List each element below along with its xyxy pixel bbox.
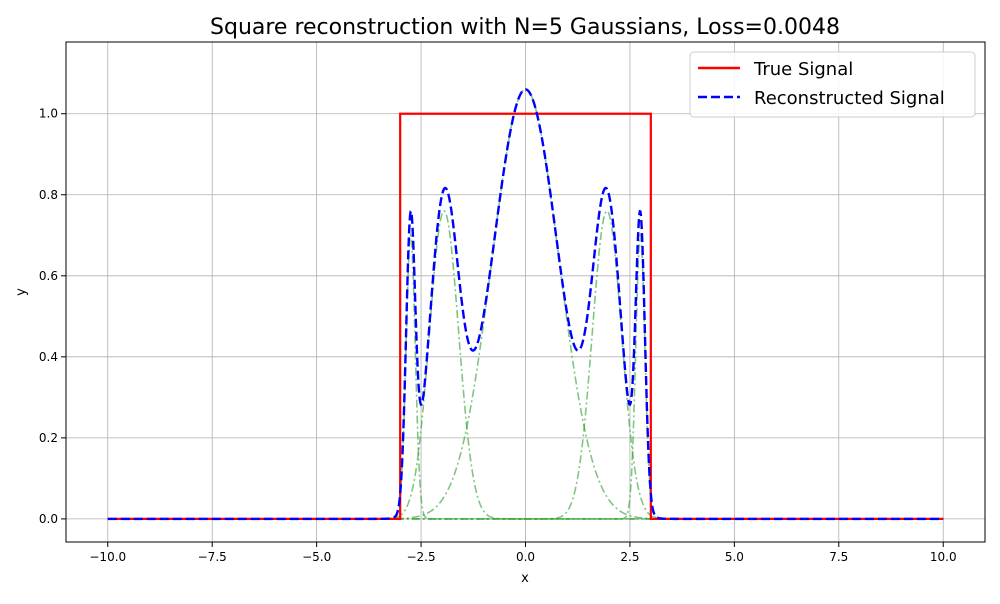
x-tick-label: −10.0 [89, 550, 126, 564]
x-tick-label: 0.0 [516, 550, 535, 564]
legend-label-reconstructed-signal: Reconstructed Signal [754, 88, 945, 109]
ticks: −10.0 −7.5 −5.0 −2.5 0.0 2.5 5.0 7.5 10.0 0.0 0.2 0… [39, 107, 957, 564]
x-tick-label: −2.5 [406, 550, 435, 564]
plot-area [107, 88, 944, 521]
y-tick-label: 0.6 [39, 269, 58, 283]
y-tick-label: 0.2 [39, 431, 58, 445]
x-tick-label: −7.5 [198, 550, 227, 564]
x-tick-label: 7.5 [829, 550, 848, 564]
reconstructed-signal-line [107, 88, 944, 521]
legend: True Signal Reconstructed Signal [689, 51, 976, 118]
y-axis-label: y [14, 288, 29, 296]
legend-box [689, 51, 976, 118]
y-tick-label: 0.0 [39, 512, 58, 526]
x-tick-label: −5.0 [302, 550, 331, 564]
x-tick-label: 10.0 [930, 550, 957, 564]
chart-title: Square reconstruction with N=5 Gaussians… [210, 15, 840, 40]
y-tick-label: 0.8 [39, 188, 58, 202]
x-axis-label: x [521, 571, 529, 586]
legend-label-true-signal: True Signal [753, 59, 853, 80]
x-tick-label: 5.0 [725, 550, 744, 564]
y-tick-label: 0.4 [39, 350, 58, 364]
x-tick-label: 2.5 [620, 550, 639, 564]
y-tick-label: 1.0 [39, 107, 58, 121]
